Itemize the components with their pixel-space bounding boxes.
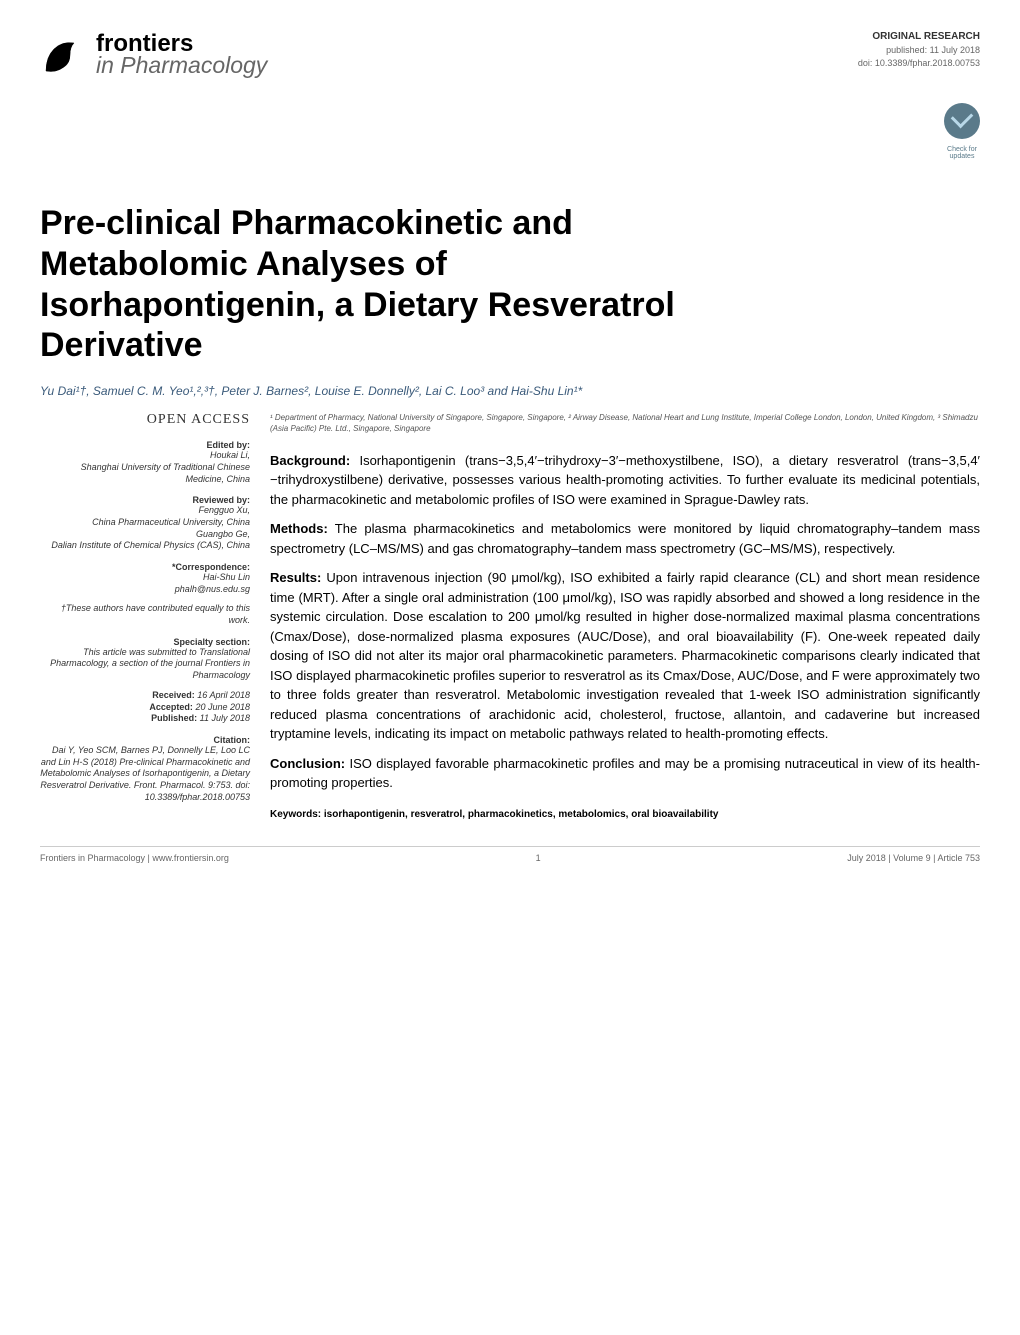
- citation-text: Dai Y, Yeo SCM, Barnes PJ, Donnelly LE, …: [40, 745, 250, 803]
- correspondence-label: *Correspondence:: [40, 562, 250, 572]
- results-label: Results:: [270, 570, 321, 585]
- edited-by-label: Edited by:: [40, 440, 250, 450]
- reviewer2-name: Guangbo Ge,: [196, 529, 250, 539]
- results-text: Upon intravenous injection (90 μmol/kg),…: [270, 570, 980, 741]
- published-date2: 11 July 2018: [200, 713, 250, 723]
- keywords-text: isorhapontigenin, resveratrol, pharmacok…: [324, 809, 719, 820]
- received-date: 16 April 2018: [197, 690, 250, 700]
- check-updates-label: Check for updates: [944, 146, 980, 160]
- accepted-label: Accepted:: [149, 702, 193, 712]
- reviewer1-affil: China Pharmaceutical University, China: [92, 517, 250, 527]
- keywords-label: Keywords:: [270, 809, 321, 820]
- correspondence-email: phalh@nus.edu.sg: [175, 584, 250, 594]
- footer-page-num: 1: [536, 853, 541, 863]
- published-label: Published:: [151, 713, 197, 723]
- specialty-text: This article was submitted to Translatio…: [40, 647, 250, 682]
- conclusion-label: Conclusion:: [270, 756, 345, 771]
- open-access-label: OPEN ACCESS: [40, 412, 250, 428]
- correspondence-name: Hai-Shu Lin: [203, 572, 250, 582]
- specialty-label: Specialty section:: [40, 637, 250, 647]
- page-footer: Frontiers in Pharmacology | www.frontier…: [40, 846, 980, 863]
- main-content: ¹ Department of Pharmacy, National Unive…: [270, 412, 980, 821]
- reviewed-by-label: Reviewed by:: [40, 495, 250, 505]
- published-date: published: 11 July 2018: [858, 44, 980, 57]
- article-title: Pre-clinical Pharmacokinetic and Metabol…: [40, 203, 740, 366]
- authors-list: Yu Dai¹†, Samuel C. M. Yeo¹,²,³†, Peter …: [40, 384, 980, 398]
- received-label: Received:: [152, 690, 195, 700]
- background-text: Isorhapontigenin (trans−3,5,4′−trihydrox…: [270, 453, 980, 507]
- background-label: Background:: [270, 453, 350, 468]
- page-header: frontiers in Pharmacology ORIGINAL RESEA…: [40, 30, 980, 79]
- check-updates-badge[interactable]: Check for updates: [40, 103, 980, 163]
- reviewer2-affil: Dalian Institute of Chemical Physics (CA…: [51, 540, 250, 550]
- article-type: ORIGINAL RESEARCH: [858, 30, 980, 44]
- equal-contribution: †These authors have contributed equally …: [40, 603, 250, 626]
- methods-text: The plasma pharmacokinetics and metabolo…: [270, 521, 980, 556]
- abstract: Background: Isorhapontigenin (trans−3,5,…: [270, 451, 980, 822]
- methods-label: Methods:: [270, 521, 328, 536]
- check-updates-icon: [944, 103, 980, 139]
- doi: doi: 10.3389/fphar.2018.00753: [858, 57, 980, 70]
- logo-text: frontiers in Pharmacology: [96, 30, 267, 79]
- header-meta: ORIGINAL RESEARCH published: 11 July 201…: [858, 30, 980, 69]
- reviewer1-name: Fengguo Xu,: [198, 505, 250, 515]
- journal-name: in Pharmacology: [96, 52, 267, 79]
- footer-left: Frontiers in Pharmacology | www.frontier…: [40, 853, 229, 863]
- journal-logo: frontiers in Pharmacology: [40, 30, 267, 79]
- frontiers-logo-icon: [40, 31, 88, 79]
- affiliations: ¹ Department of Pharmacy, National Unive…: [270, 412, 980, 434]
- citation-label: Citation:: [40, 735, 250, 745]
- footer-right: July 2018 | Volume 9 | Article 753: [847, 853, 980, 863]
- conclusion-text: ISO displayed favorable pharmacokinetic …: [270, 756, 980, 791]
- accepted-date: 20 June 2018: [195, 702, 250, 712]
- editor-affil: Shanghai University of Traditional Chine…: [81, 462, 250, 484]
- editor-name: Houkai Li,: [210, 450, 250, 460]
- sidebar: OPEN ACCESS Edited by: Houkai Li, Shangha…: [40, 412, 250, 821]
